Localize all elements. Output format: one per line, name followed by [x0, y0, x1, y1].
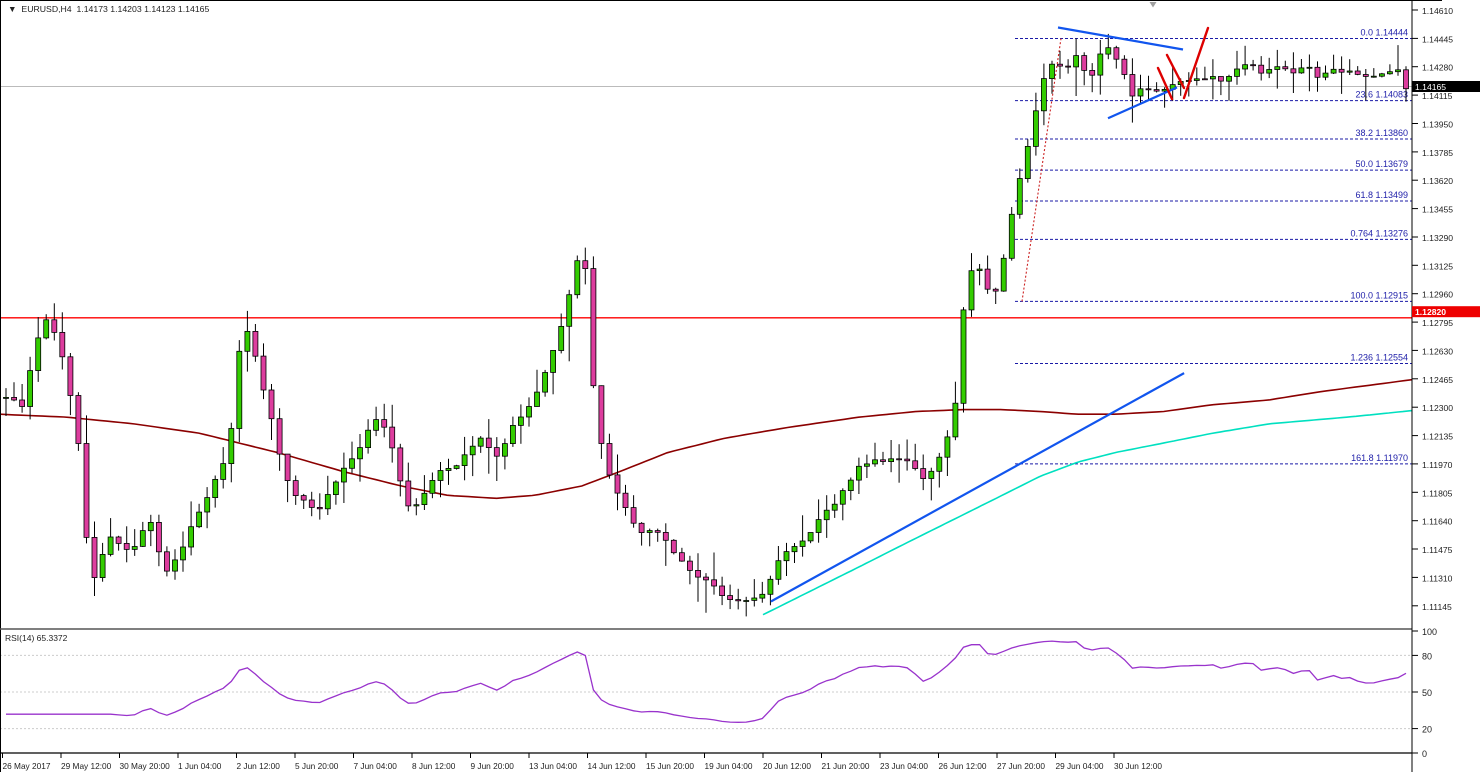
svg-text:1.14280: 1.14280 — [1422, 63, 1453, 73]
svg-text:1.12135: 1.12135 — [1422, 432, 1453, 442]
svg-text:30 Jun 12:00: 30 Jun 12:00 — [1114, 761, 1162, 771]
svg-text:0: 0 — [1422, 749, 1427, 759]
svg-text:80: 80 — [1422, 651, 1432, 661]
svg-text:1.12820: 1.12820 — [1415, 307, 1446, 317]
svg-text:23.6 1.14083: 23.6 1.14083 — [1355, 90, 1408, 100]
svg-text:8 Jun 12:00: 8 Jun 12:00 — [412, 761, 456, 771]
svg-text:1.14445: 1.14445 — [1422, 34, 1453, 44]
svg-text:7 Jun 04:00: 7 Jun 04:00 — [354, 761, 398, 771]
svg-text:23 Jun 04:00: 23 Jun 04:00 — [880, 761, 928, 771]
svg-text:1.13455: 1.13455 — [1422, 205, 1453, 215]
svg-text:14 Jun 12:00: 14 Jun 12:00 — [588, 761, 636, 771]
svg-text:1.13950: 1.13950 — [1422, 120, 1453, 130]
svg-text:29 Jun 04:00: 29 Jun 04:00 — [1056, 761, 1104, 771]
svg-text:1.11805: 1.11805 — [1422, 488, 1453, 498]
svg-text:1.11475: 1.11475 — [1422, 545, 1453, 555]
svg-text:20: 20 — [1422, 725, 1432, 735]
svg-text:61.8 1.13499: 61.8 1.13499 — [1355, 190, 1408, 200]
svg-text:1.11310: 1.11310 — [1422, 573, 1453, 583]
svg-text:100: 100 — [1422, 627, 1437, 637]
svg-text:29 May 12:00: 29 May 12:00 — [61, 761, 112, 771]
svg-text:1.13620: 1.13620 — [1422, 176, 1453, 186]
svg-text:30 May 20:00: 30 May 20:00 — [120, 761, 171, 771]
svg-text:0.0 1.14444: 0.0 1.14444 — [1360, 28, 1408, 38]
svg-text:161.8 1.11970: 161.8 1.11970 — [1351, 453, 1408, 463]
svg-text:1.12465: 1.12465 — [1422, 375, 1453, 385]
svg-text:1 Jun 04:00: 1 Jun 04:00 — [178, 761, 222, 771]
svg-text:1.12300: 1.12300 — [1422, 403, 1453, 413]
svg-text:38.2 1.13860: 38.2 1.13860 — [1355, 128, 1408, 138]
svg-text:27 Jun 20:00: 27 Jun 20:00 — [997, 761, 1045, 771]
svg-text:1.14610: 1.14610 — [1422, 6, 1453, 16]
svg-text:50: 50 — [1422, 688, 1432, 698]
svg-text:21 Jun 20:00: 21 Jun 20:00 — [822, 761, 870, 771]
svg-text:1.12630: 1.12630 — [1422, 346, 1453, 356]
svg-text:15 Jun 20:00: 15 Jun 20:00 — [646, 761, 694, 771]
svg-text:26 May 2017: 26 May 2017 — [3, 761, 51, 771]
svg-text:2 Jun 12:00: 2 Jun 12:00 — [237, 761, 281, 771]
svg-text:1.12795: 1.12795 — [1422, 318, 1453, 328]
svg-text:19 Jun 04:00: 19 Jun 04:00 — [705, 761, 753, 771]
svg-text:1.12960: 1.12960 — [1422, 290, 1453, 300]
svg-text:100.0 1.12915: 100.0 1.12915 — [1350, 290, 1408, 300]
svg-text:1.11970: 1.11970 — [1422, 460, 1453, 470]
svg-text:1.13125: 1.13125 — [1422, 261, 1453, 271]
svg-text:50.0 1.13679: 50.0 1.13679 — [1355, 159, 1408, 169]
svg-text:1.11640: 1.11640 — [1422, 517, 1453, 527]
svg-text:13 Jun 04:00: 13 Jun 04:00 — [529, 761, 577, 771]
svg-text:5 Jun 20:00: 5 Jun 20:00 — [295, 761, 339, 771]
svg-text:1.14165: 1.14165 — [1415, 82, 1446, 92]
svg-text:1.13785: 1.13785 — [1422, 148, 1453, 158]
svg-text:1.13290: 1.13290 — [1422, 233, 1453, 243]
svg-text:1.14115: 1.14115 — [1422, 91, 1453, 101]
svg-text:20 Jun 12:00: 20 Jun 12:00 — [763, 761, 811, 771]
svg-text:0.764 1.13276: 0.764 1.13276 — [1350, 228, 1408, 238]
svg-text:26 Jun 12:00: 26 Jun 12:00 — [939, 761, 987, 771]
svg-text:9 Jun 20:00: 9 Jun 20:00 — [471, 761, 515, 771]
svg-text:1.236 1.12554: 1.236 1.12554 — [1350, 353, 1408, 363]
svg-text:1.11145: 1.11145 — [1422, 602, 1452, 612]
